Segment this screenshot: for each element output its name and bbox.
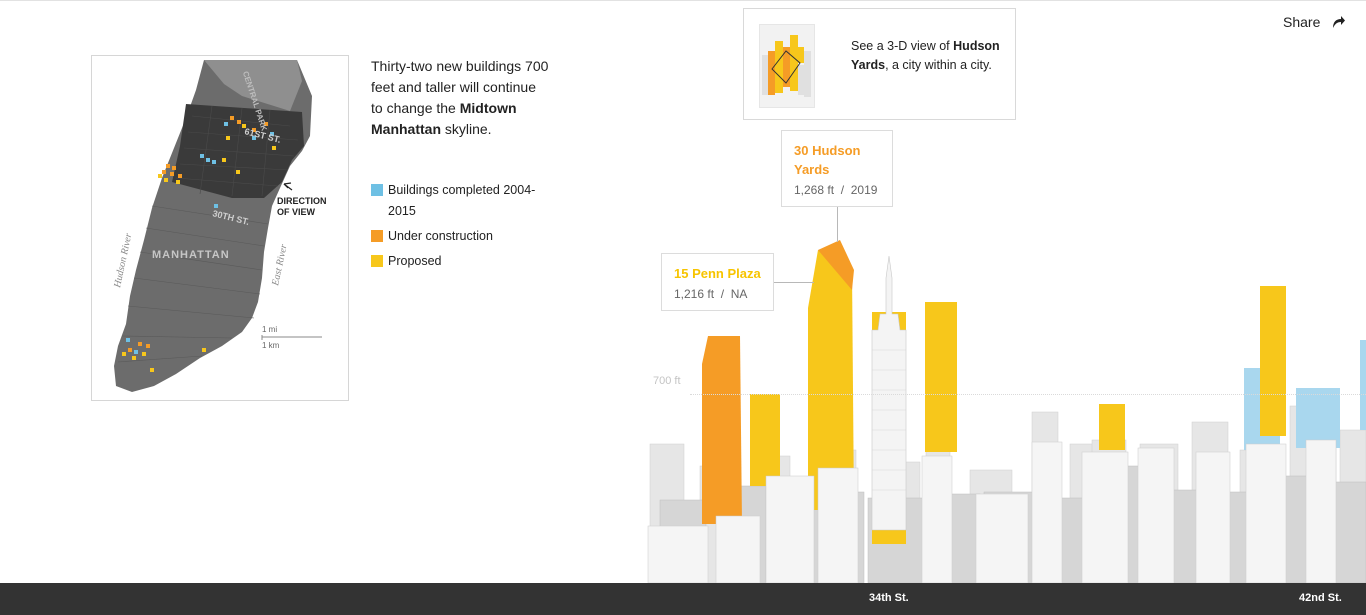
share-button[interactable]: Share [1283, 14, 1346, 30]
street-bar: 34th St. 42nd St. [0, 583, 1366, 615]
intro-text-after: skyline. [444, 121, 492, 137]
legend-item-completed: Buildings completed 2004-2015 [371, 180, 541, 222]
street-label-34th: 34th St. [869, 592, 909, 604]
legend-swatch-under-construction [371, 230, 383, 242]
street-label-42nd: 42nd St. [1299, 592, 1342, 604]
legend-label-proposed: Proposed [388, 254, 442, 268]
hudson-yards-3d-promo[interactable]: See a 3-D view of Hudson Yards, a city w… [743, 8, 1016, 120]
intro-text: Thirty-two new buildings 700 feet and ta… [371, 56, 551, 140]
scale-km-label: 1 km [262, 341, 280, 350]
legend-label-under-construction: Under construction [388, 229, 493, 243]
manhattan-map: CENTRAL PARK 61ST ST. 30TH ST. MANHATTAN… [91, 55, 349, 401]
scale-mi-label: 1 mi [262, 325, 277, 334]
top-rule [0, 0, 1366, 1]
callout-penn-meta: 1,216 ft / NA [674, 287, 761, 301]
reference-height-line [690, 394, 1366, 395]
hudson-yards-3d-thumbnail[interactable] [759, 24, 815, 108]
promo-text-before: See a 3-D view of [851, 39, 950, 53]
legend-item-under-construction: Under construction [371, 226, 541, 247]
callout-penn-name: 15 Penn Plaza [674, 266, 761, 281]
direction-label-2: OF VIEW [277, 207, 316, 217]
share-arrow-icon [1330, 14, 1346, 30]
legend-label-completed: Buildings completed 2004-2015 [388, 183, 536, 218]
direction-label-1: DIRECTION [277, 196, 327, 206]
callout-penn-height: 1,216 ft [674, 287, 715, 301]
callout-penn-year: NA [730, 287, 748, 301]
promo-text-after: , a city within a city. [885, 58, 992, 72]
share-label: Share [1283, 14, 1321, 30]
legend-swatch-proposed [371, 255, 383, 267]
legend: Buildings completed 2004-2015 Under cons… [371, 180, 541, 276]
penn-callout-leader [774, 282, 814, 283]
intro-highlight: Midtown Manhattan [371, 100, 517, 137]
callout-hudson-year: 2019 [850, 183, 878, 197]
legend-item-proposed: Proposed [371, 251, 541, 272]
intro-text-before: Thirty-two new buildings 700 feet and ta… [371, 58, 549, 116]
callout-hudson-sep: / [840, 183, 845, 197]
manhattan-label: MANHATTAN [152, 249, 230, 261]
callout-30-hudson-yards: 30 Hudson Yards 1,268 ft / 2019 [781, 130, 893, 207]
hudson-callout-leader [837, 206, 838, 242]
promo-text[interactable]: See a 3-D view of Hudson Yards, a city w… [851, 37, 1001, 75]
callout-penn-sep: / [720, 287, 725, 301]
legend-swatch-completed [371, 184, 383, 196]
reference-height-label: 700 ft [653, 375, 681, 387]
skyline-illustration [640, 230, 1366, 583]
promo-highlight: Hudson Yards [851, 39, 1000, 72]
callout-15-penn-plaza: 15 Penn Plaza 1,216 ft / NA [661, 253, 774, 311]
callout-hudson-height: 1,268 ft [794, 183, 835, 197]
callout-hudson-meta: 1,268 ft / 2019 [794, 183, 880, 197]
callout-hudson-name: 30 Hudson Yards [794, 143, 861, 177]
